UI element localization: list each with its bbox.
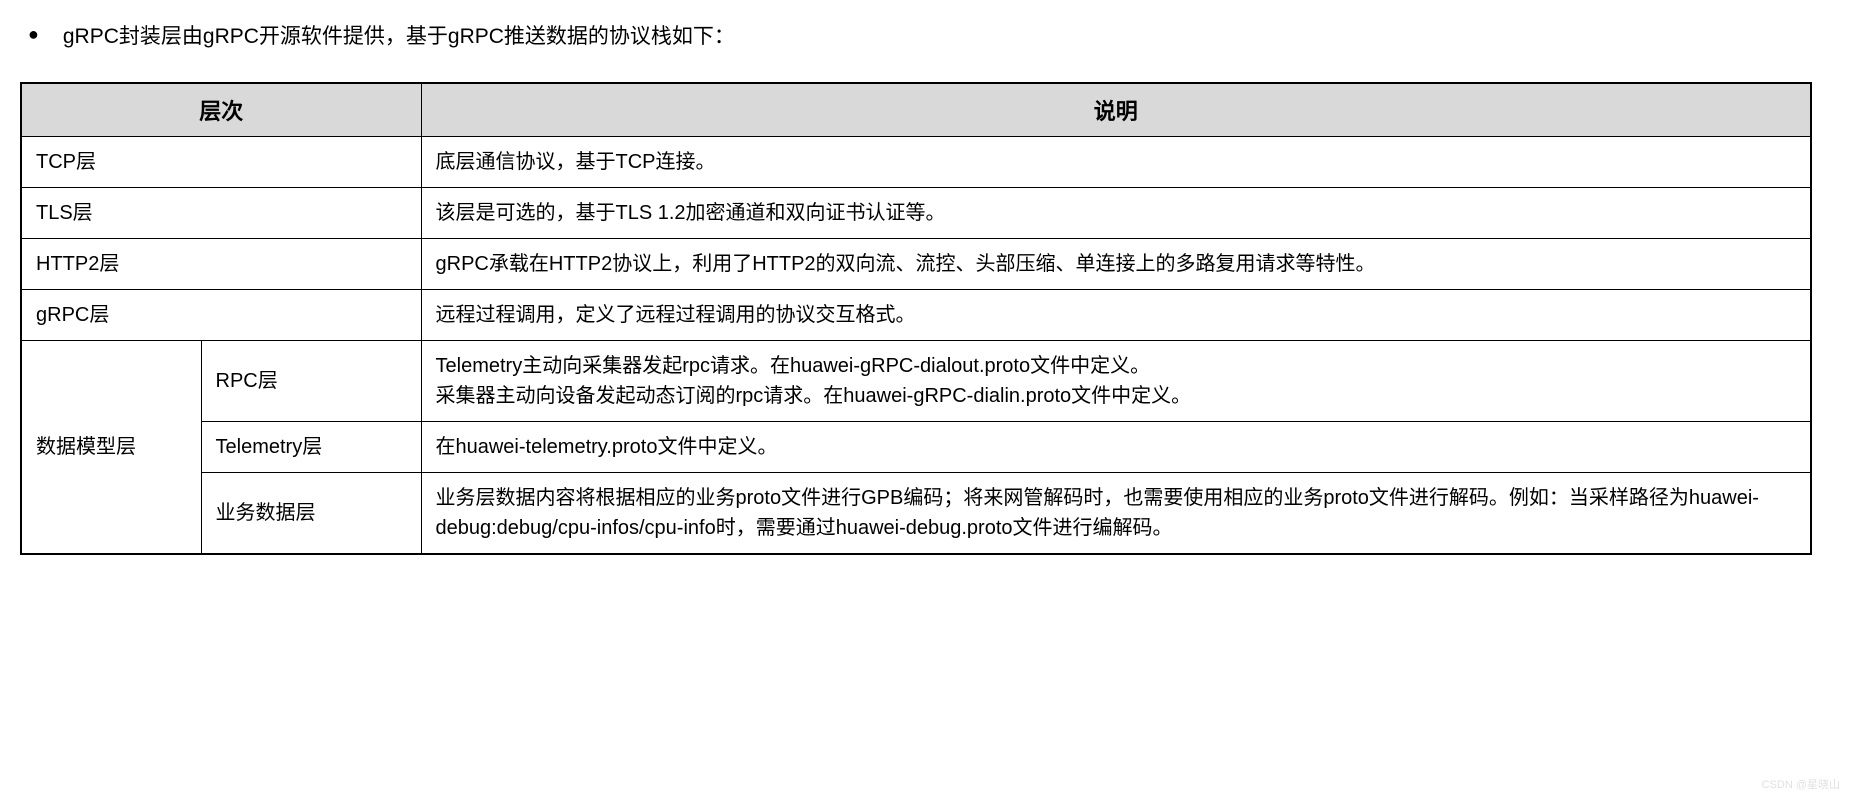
cell-business-sublayer: 业务数据层 [201,472,421,554]
table-header-row: 层次 说明 [21,83,1811,137]
cell-data-model-layer: 数据模型层 [21,340,201,554]
header-layer: 层次 [21,83,421,137]
cell-rpc-desc: Telemetry主动向采集器发起rpc请求。在huawei-gRPC-dial… [421,340,1811,421]
table-row-tls: TLS层 该层是可选的，基于TLS 1.2加密通道和双向证书认证等。 [21,187,1811,238]
cell-http2-desc: gRPC承载在HTTP2协议上，利用了HTTP2的双向流、流控、头部压缩、单连接… [421,238,1811,289]
cell-http2-layer: HTTP2层 [21,238,421,289]
table-row-http2: HTTP2层 gRPC承载在HTTP2协议上，利用了HTTP2的双向流、流控、头… [21,238,1811,289]
table-row-tcp: TCP层 底层通信协议，基于TCP连接。 [21,136,1811,187]
table-row-business: 业务数据层 业务层数据内容将根据相应的业务proto文件进行GPB编码；将来网管… [21,472,1811,554]
header-description: 说明 [421,83,1811,137]
cell-grpc-layer: gRPC层 [21,289,421,340]
cell-telemetry-sublayer: Telemetry层 [201,421,421,472]
table-row-telemetry: Telemetry层 在huawei-telemetry.proto文件中定义。 [21,421,1811,472]
cell-grpc-desc: 远程过程调用，定义了远程过程调用的协议交互格式。 [421,289,1811,340]
cell-rpc-sublayer: RPC层 [201,340,421,421]
watermark: CSDN @星晓山 [1762,776,1840,792]
cell-tcp-layer: TCP层 [21,136,421,187]
intro-text: gRPC封装层由gRPC开源软件提供，基于gRPC推送数据的协议栈如下： [63,20,735,54]
table-row-grpc: gRPC层 远程过程调用，定义了远程过程调用的协议交互格式。 [21,289,1811,340]
cell-telemetry-desc: 在huawei-telemetry.proto文件中定义。 [421,421,1811,472]
cell-tls-layer: TLS层 [21,187,421,238]
intro-bullet-line: ● gRPC封装层由gRPC开源软件提供，基于gRPC推送数据的协议栈如下： [28,20,1812,54]
bullet-marker: ● [28,20,39,49]
cell-tls-desc: 该层是可选的，基于TLS 1.2加密通道和双向证书认证等。 [421,187,1811,238]
cell-business-desc: 业务层数据内容将根据相应的业务proto文件进行GPB编码；将来网管解码时，也需… [421,472,1811,554]
protocol-stack-table: 层次 说明 TCP层 底层通信协议，基于TCP连接。 TLS层 该层是可选的，基… [20,82,1812,555]
cell-tcp-desc: 底层通信协议，基于TCP连接。 [421,136,1811,187]
table-row-rpc: 数据模型层 RPC层 Telemetry主动向采集器发起rpc请求。在huawe… [21,340,1811,421]
